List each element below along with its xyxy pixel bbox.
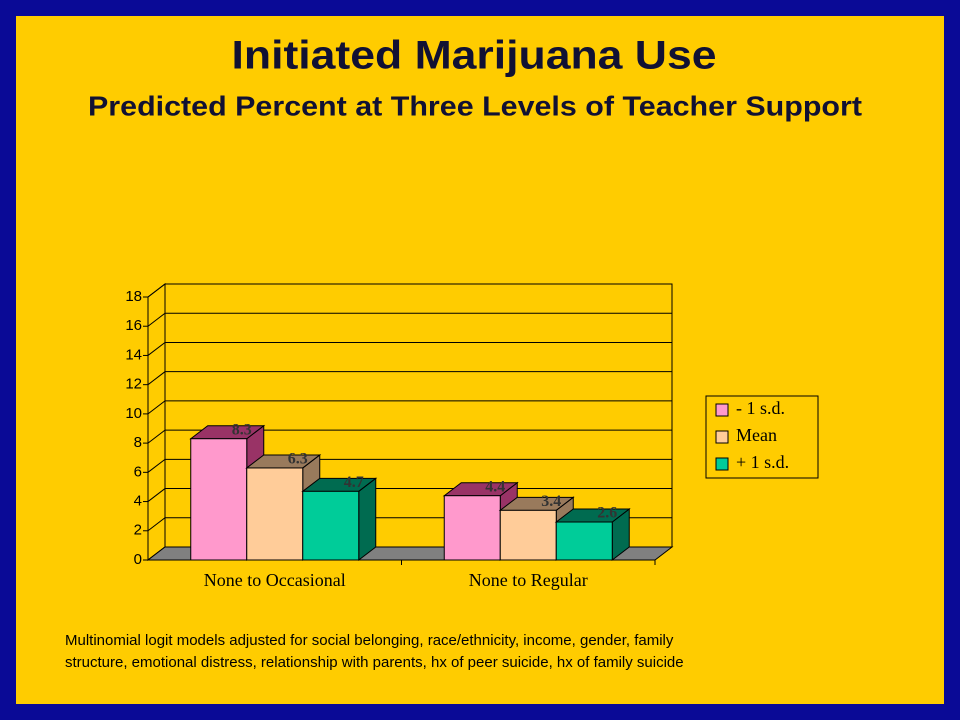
bar bbox=[302, 490, 360, 561]
legend-label: Mean bbox=[736, 425, 777, 445]
bar bbox=[555, 521, 613, 561]
grid-line bbox=[147, 312, 672, 327]
y-tick-label: 8 bbox=[134, 434, 142, 451]
y-tick-label: 4 bbox=[134, 493, 142, 510]
slide-background bbox=[16, 16, 944, 704]
bar bbox=[443, 495, 501, 561]
y-tick-label: 0 bbox=[134, 551, 142, 568]
grid-line bbox=[147, 283, 672, 298]
grid-line bbox=[147, 371, 672, 386]
legend-label: - 1 s.d. bbox=[736, 398, 785, 418]
footnote: structure, emotional distress, relations… bbox=[65, 654, 684, 671]
y-tick-label: 14 bbox=[125, 346, 142, 363]
data-label: 4.4 bbox=[485, 478, 505, 495]
grid-line bbox=[147, 400, 672, 415]
footnote: Multinomial logit models adjusted for so… bbox=[65, 632, 674, 649]
y-tick-label: 18 bbox=[125, 288, 142, 305]
bar bbox=[499, 509, 557, 561]
y-tick-label: 16 bbox=[125, 317, 142, 334]
x-tick-label: None to Regular bbox=[469, 570, 588, 590]
legend-box bbox=[705, 395, 819, 479]
chart-title: Initiated Marijuana Use bbox=[232, 34, 717, 78]
data-label: 4.7 bbox=[344, 474, 364, 491]
data-label: 8.3 bbox=[232, 421, 252, 438]
chart-subtitle: Predicted Percent at Three Levels of Tea… bbox=[88, 90, 862, 121]
y-tick-label: 2 bbox=[134, 522, 142, 539]
grid-line bbox=[147, 429, 672, 444]
x-tick-label: None to Occasional bbox=[204, 570, 346, 590]
data-label: 3.4 bbox=[541, 493, 561, 510]
grid-line bbox=[147, 458, 672, 473]
bar bbox=[190, 438, 248, 561]
grid-line bbox=[147, 341, 672, 356]
data-label: 2.6 bbox=[597, 505, 617, 522]
bar bbox=[246, 467, 304, 561]
legend-swatch bbox=[715, 457, 729, 471]
legend-swatch bbox=[715, 403, 729, 417]
y-tick-label: 10 bbox=[125, 405, 142, 422]
y-tick-label: 6 bbox=[134, 463, 142, 480]
legend-label: + 1 s.d. bbox=[736, 452, 789, 472]
legend-swatch bbox=[715, 430, 729, 444]
data-label: 6.3 bbox=[288, 451, 308, 468]
y-tick-label: 12 bbox=[125, 376, 142, 393]
